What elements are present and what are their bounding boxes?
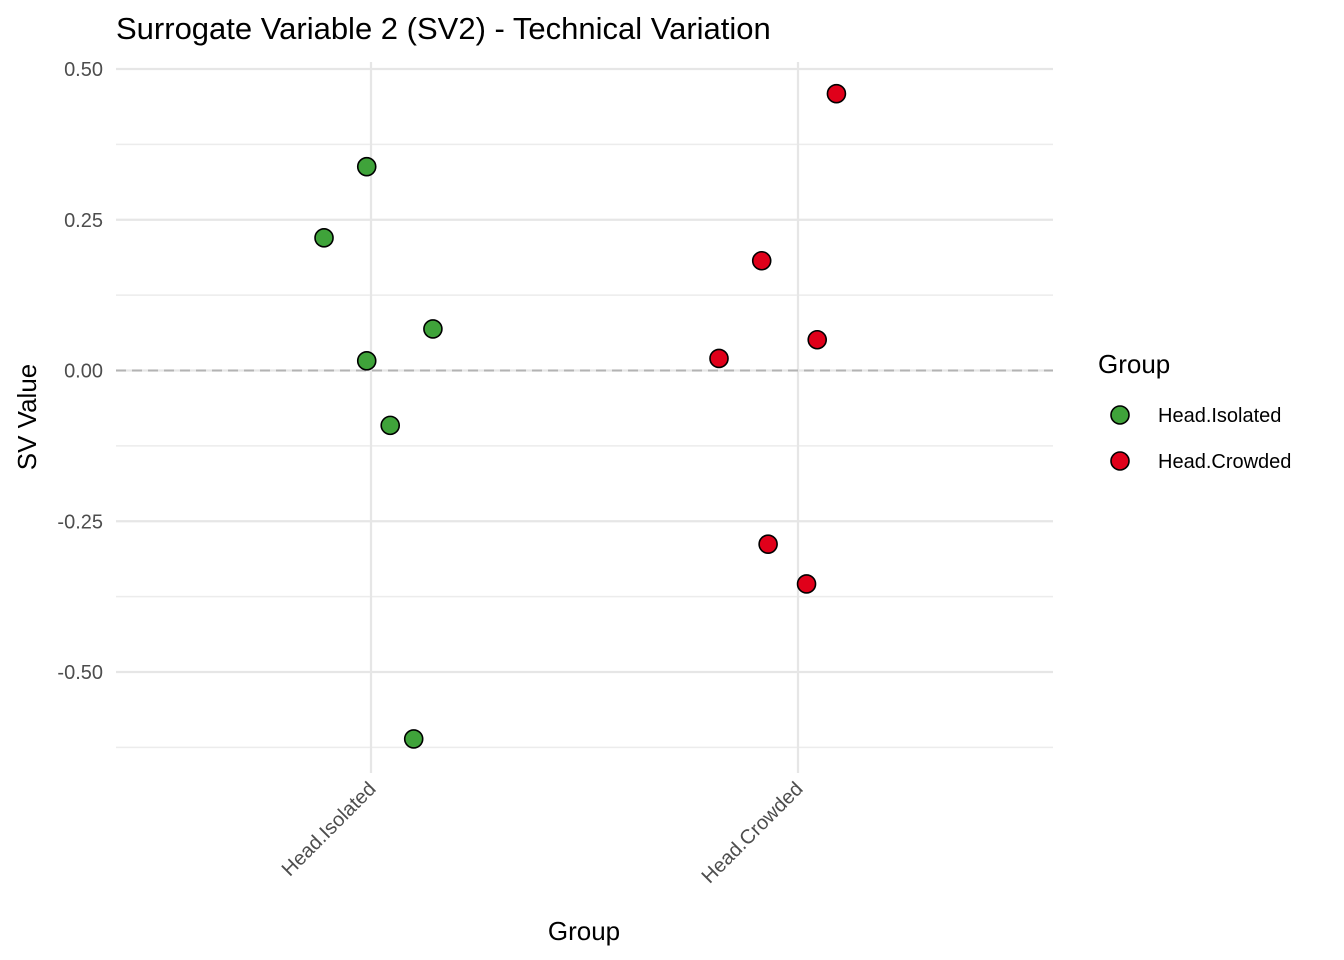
y-tick-label: -0.50 <box>57 662 103 684</box>
data-point-head-isolated <box>423 319 443 339</box>
x-tick-label: Head.Crowded <box>698 778 808 888</box>
data-point-head-crowded <box>751 250 772 271</box>
y-axis-title: SV Value <box>12 364 42 470</box>
data-point-head-isolated <box>314 228 334 248</box>
data-point-head-crowded <box>807 329 828 350</box>
data-point-head-crowded <box>758 534 778 554</box>
x-tick-label: Head.Isolated <box>278 778 381 881</box>
legend-label: Head.Crowded <box>1158 451 1291 473</box>
data-point-head-isolated <box>403 729 424 749</box>
data-point-head-isolated <box>356 156 377 177</box>
data-point-head-isolated <box>356 351 377 371</box>
data-point-head-crowded <box>709 348 729 369</box>
legend-label: Head.Isolated <box>1158 405 1281 427</box>
x-axis-title: Group <box>548 916 620 946</box>
data-point-head-crowded <box>826 83 847 104</box>
legend-key-head-isolated <box>1110 405 1130 425</box>
points-layer <box>314 83 847 749</box>
legend-key-head-crowded <box>1110 451 1130 471</box>
y-tick-label: 0.50 <box>64 59 103 81</box>
grid-layer <box>116 62 1053 773</box>
legend: Group Head.Isolated Head.Crowded <box>1098 349 1291 473</box>
y-tick-labels: 0.50 0.25 0.00 -0.25 -0.50 <box>57 59 103 684</box>
legend-entries: Head.Isolated Head.Crowded <box>1110 405 1291 473</box>
data-point-head-isolated <box>380 415 401 436</box>
data-point-head-crowded <box>796 574 817 594</box>
y-tick-label: 0.00 <box>64 361 103 383</box>
y-tick-label: -0.25 <box>57 511 103 533</box>
legend-title: Group <box>1098 349 1170 379</box>
x-tick-labels: Head.Isolated Head.Crowded <box>278 778 808 888</box>
chart-title: Surrogate Variable 2 (SV2) - Technical V… <box>116 11 771 46</box>
y-tick-label: 0.25 <box>64 210 103 232</box>
